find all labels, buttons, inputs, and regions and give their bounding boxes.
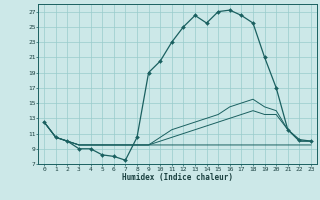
X-axis label: Humidex (Indice chaleur): Humidex (Indice chaleur): [122, 173, 233, 182]
